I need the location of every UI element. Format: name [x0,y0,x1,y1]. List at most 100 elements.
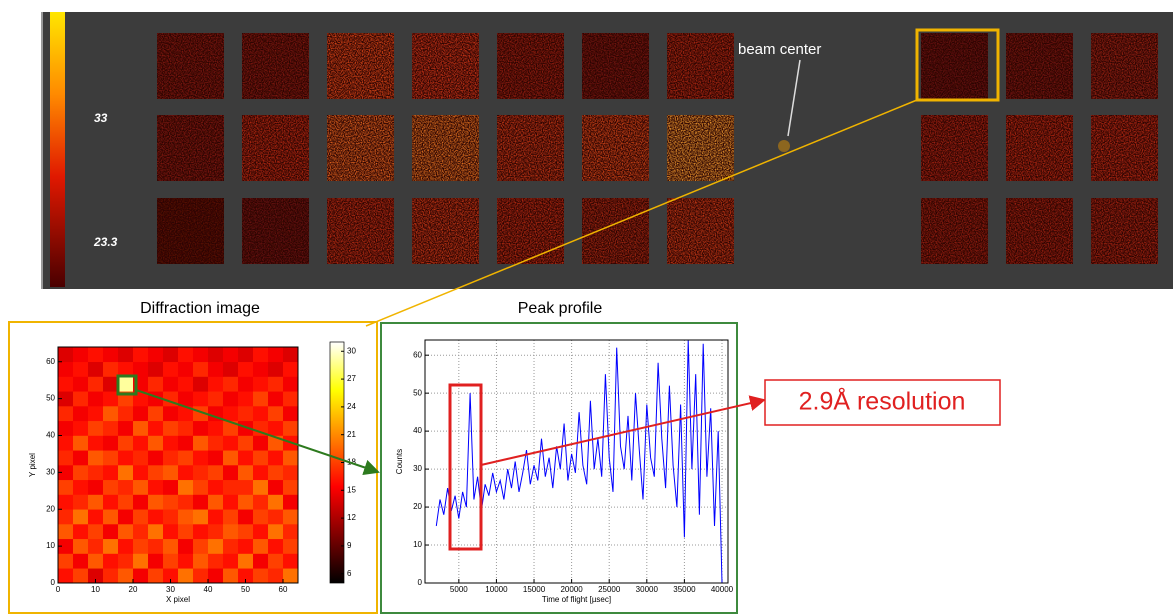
heatmap-cell [148,435,164,451]
heatmap-cell [268,347,284,363]
y-tick-label: 20 [46,504,55,513]
heatmap-cell [238,553,254,569]
detector-tile [1006,33,1073,99]
heatmap-cell [103,376,119,392]
heatmap-cell [88,347,104,363]
heatmap-cell [73,391,89,407]
beam-center-label: beam center [738,41,821,58]
colorbar-tick-label: 27 [347,374,356,383]
detector-tile [1006,198,1073,264]
detector-tile [412,198,479,264]
heatmap-cell [88,524,104,540]
heatmap-cell [268,524,284,540]
peak-box [448,383,483,551]
y-tick-label: 10 [46,541,55,550]
colorbar-tick-label: 6 [347,569,352,578]
heatmap-cell [73,450,89,466]
heatmap-cell [193,435,209,451]
heatmap-cell [208,391,224,407]
heatmap-cell [103,494,119,510]
detector-tile [327,198,394,264]
heatmap-cell [148,450,164,466]
detector-tile [412,115,479,181]
heatmap-cell [193,420,209,436]
heatmap-cell [73,347,89,363]
heatmap-cell [58,479,74,495]
y-tick-label: 60 [413,350,422,359]
heatmap-cell [88,435,104,451]
heatmap-cell [178,406,194,422]
heatmap-cell [133,465,149,481]
x-tick-label: 50 [241,585,250,594]
y-tick-label: 0 [418,578,423,587]
heatmap-cell [238,479,254,495]
colorbar-tick-label: 9 [347,541,352,550]
heatmap-cell [208,538,224,554]
colorbar-label: 33 [94,111,108,125]
heatmap-cell [253,435,269,451]
heatmap-cell [88,450,104,466]
x-tick-label: 10 [91,585,100,594]
detector-tile [1006,115,1073,181]
heatmap-cell [268,465,284,481]
heatmap-cell [253,479,269,495]
heatmap-cell [268,509,284,525]
x-tick-label: 10000 [485,585,508,594]
heatmap-cell [133,420,149,436]
colorbar-tick-label: 30 [347,346,356,355]
heatmap-cell [58,391,74,407]
peak-spot-box [116,374,138,396]
heatmap-cell [223,568,239,584]
detector-tile [327,115,394,181]
x-tick-label: 60 [279,585,288,594]
heatmap-cell [268,420,284,436]
heatmap-cell [268,538,284,554]
heatmap-cell [148,406,164,422]
heatmap-cell [133,568,149,584]
detector-tile [157,33,224,99]
heatmap-cell [253,465,269,481]
heatmap-cell [163,420,179,436]
heatmap-cell [178,509,194,525]
x-tick-label: 20000 [560,585,583,594]
heatmap-cell [208,479,224,495]
heatmap-cell [133,553,149,569]
heatmap-cell [58,376,74,392]
heatmap-cell [253,494,269,510]
heatmap-cell [178,435,194,451]
heatmap-cell [223,479,239,495]
y-tick-label: 10 [413,540,422,549]
x-tick-label: 5000 [450,585,468,594]
resolution-arrow [480,395,766,466]
detector-tile [667,198,734,264]
heatmap-cell [73,524,89,540]
heatmap-cell [88,465,104,481]
heatmap-cell [283,524,299,540]
heatmap-cell [103,509,119,525]
heatmap-cell [58,494,74,510]
heatmap-cell [178,420,194,436]
spot-arrow [135,389,380,476]
panel-title: Diffraction image [140,300,260,317]
heatmap-cell [268,568,284,584]
heatmap-cell [88,406,104,422]
beam-center-pointer [787,59,801,137]
detector-tile [1091,198,1158,264]
x-tick-label: 40 [204,585,213,594]
heatmap-cell [103,538,119,554]
heatmap-cell [238,391,254,407]
heatmap-cell [103,465,119,481]
heatmap-cell [268,494,284,510]
heatmap-cell [148,553,164,569]
x-tick-label: 30000 [636,585,659,594]
heatmap: 0 10 20 30 40 50 60 0 10 20 30 40 50 60 X pixel Y pixel… [28,341,356,604]
heatmap-cell [238,347,254,363]
heatmap-cell [223,391,239,407]
heatmap-cell [238,450,254,466]
heatmap-cell [58,538,74,554]
heatmap-cell [268,406,284,422]
heatmap-cell [163,524,179,540]
profile-frame [380,322,738,614]
heatmap-cell [103,391,119,407]
